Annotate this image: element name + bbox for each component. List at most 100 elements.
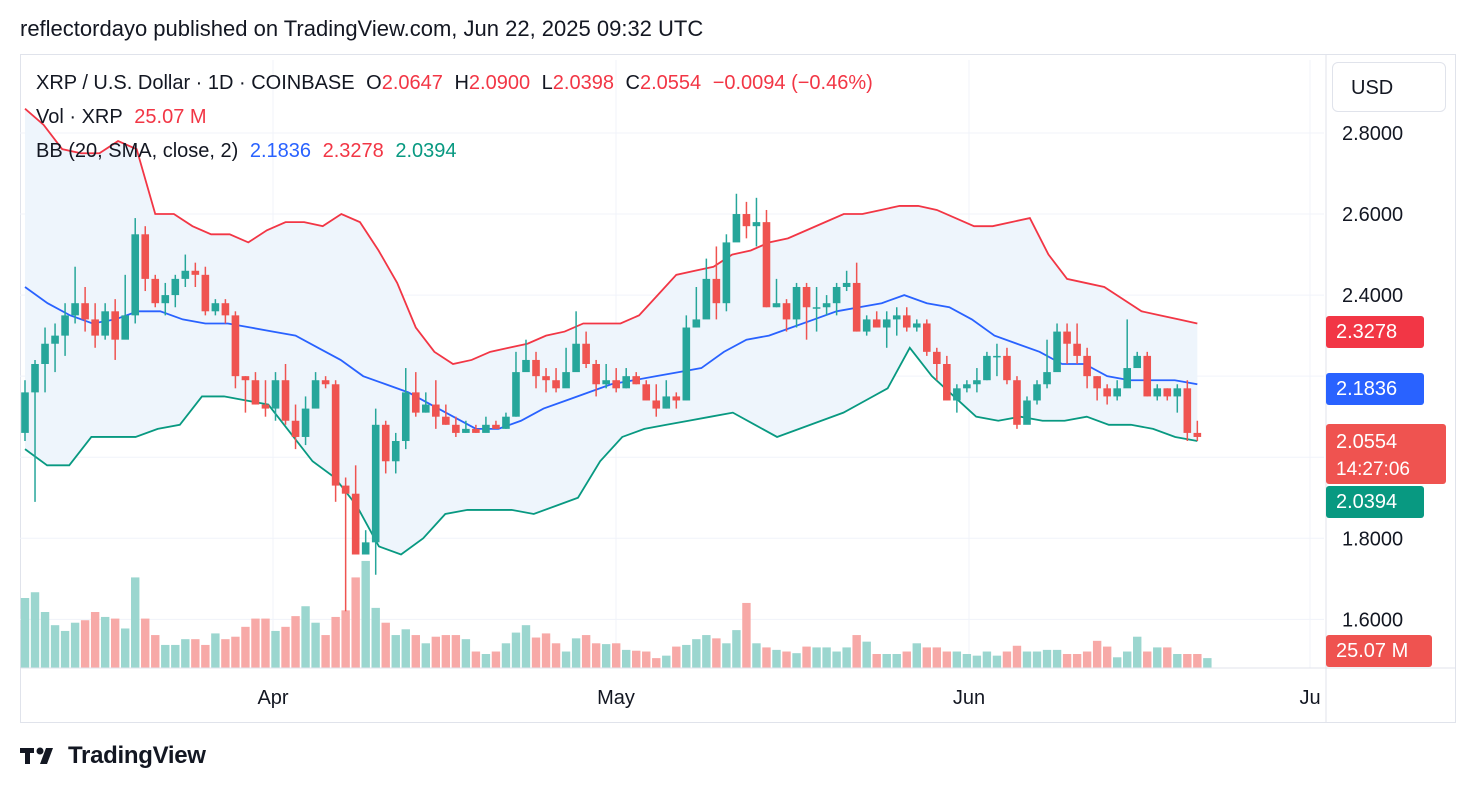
candle <box>502 412 510 429</box>
candle <box>321 376 330 389</box>
tradingview-logo-icon <box>20 747 53 764</box>
candle-body <box>512 372 520 417</box>
candle <box>1153 384 1162 401</box>
candle-body <box>802 286 811 308</box>
candle-body <box>662 396 671 409</box>
volume-bar <box>171 644 180 668</box>
bb-fill <box>25 108 1198 555</box>
volume-bar <box>50 625 60 668</box>
candle <box>341 477 350 612</box>
candle <box>251 372 260 405</box>
candle <box>742 201 751 239</box>
candle-body <box>812 307 821 309</box>
candle <box>612 368 620 393</box>
candle <box>732 193 741 243</box>
candle-body <box>542 376 550 381</box>
candle <box>592 359 600 397</box>
candle <box>702 258 711 320</box>
candle <box>1113 380 1121 401</box>
candle-body <box>191 270 200 275</box>
volume-bar <box>491 651 501 668</box>
candle <box>281 364 290 425</box>
legend-bb-upper: 2.3278 <box>322 140 384 162</box>
legend-bb: BB (20, SMA, close, 2) 2.1836 2.3278 2.0… <box>36 140 463 163</box>
candle-body <box>321 380 330 385</box>
candle-body <box>672 396 681 401</box>
volume-bar <box>782 651 791 668</box>
volume-bar <box>531 637 541 668</box>
chart-frame[interactable] <box>20 54 1456 723</box>
candle-body <box>241 376 250 381</box>
volume-bar <box>892 654 901 668</box>
candle <box>161 282 170 316</box>
volume-bar <box>832 651 841 668</box>
y-tick-label: 2.6000 <box>1342 204 1403 226</box>
candle-body <box>892 315 901 320</box>
legend-low: L2.0398 <box>541 72 614 94</box>
candle <box>381 420 390 474</box>
volume-bar <box>80 620 90 668</box>
candle <box>862 315 871 336</box>
legend-volume: Vol · XRP 25.07 M <box>36 106 213 129</box>
candle <box>1103 384 1111 405</box>
candle-body <box>361 542 370 555</box>
candles <box>21 193 1202 612</box>
volume-bar <box>551 643 561 668</box>
tag-bb-basis: 2.1836 <box>1326 373 1424 405</box>
candle <box>432 380 440 429</box>
last-price-value: 2.0554 <box>1336 431 1398 453</box>
candle <box>662 380 671 409</box>
candle-body <box>532 359 540 377</box>
currency-selector[interactable]: USD <box>1332 62 1446 112</box>
candle <box>912 319 921 332</box>
volume-bar <box>952 651 962 668</box>
volume-bar <box>291 616 300 668</box>
candle-body <box>452 424 460 433</box>
candle-body <box>161 295 170 304</box>
candle <box>171 274 180 308</box>
candle-body <box>722 242 731 304</box>
candle-body <box>652 400 661 409</box>
candle-body <box>902 315 911 328</box>
candle-body <box>432 404 440 417</box>
candle <box>632 372 641 385</box>
candle <box>121 274 129 340</box>
volume-bar <box>1102 646 1112 668</box>
volume-bar <box>221 639 230 668</box>
volume-bar <box>371 607 380 668</box>
candle-body <box>742 214 751 227</box>
candle-body <box>181 270 190 279</box>
candle-body <box>1153 388 1162 397</box>
volume-bar <box>762 647 771 668</box>
legend-bb-basis: 2.1836 <box>249 140 312 162</box>
candle-body <box>1143 355 1152 397</box>
volume-bar <box>271 630 280 668</box>
x-tick-label: May <box>597 687 635 709</box>
candle-body <box>702 278 711 320</box>
volume-bar <box>662 655 671 668</box>
candle <box>291 404 300 450</box>
candle-body <box>933 351 941 364</box>
volume-bar <box>1183 654 1192 668</box>
candle <box>712 246 721 320</box>
candle-body <box>622 376 630 389</box>
candle <box>1173 384 1182 413</box>
volume-bar <box>591 643 601 668</box>
legend-symbol: XRP / U.S. Dollar · 1D · COINBASE <box>36 72 355 94</box>
candle-body <box>602 380 610 385</box>
candle <box>301 396 310 446</box>
candle-body <box>522 359 530 373</box>
candle-body <box>422 404 430 413</box>
bb-lower-line <box>24 346 1198 556</box>
footer-logo[interactable]: TradingView <box>20 742 206 770</box>
candle <box>391 432 400 474</box>
volume-bar <box>311 622 320 668</box>
candle <box>522 339 530 373</box>
volume-bar <box>441 635 451 668</box>
candle-body <box>732 214 741 243</box>
candle <box>211 299 220 316</box>
volume-bar <box>281 626 290 668</box>
countdown-timer: 14:27:06 <box>1336 459 1410 480</box>
candle-body <box>552 380 560 389</box>
